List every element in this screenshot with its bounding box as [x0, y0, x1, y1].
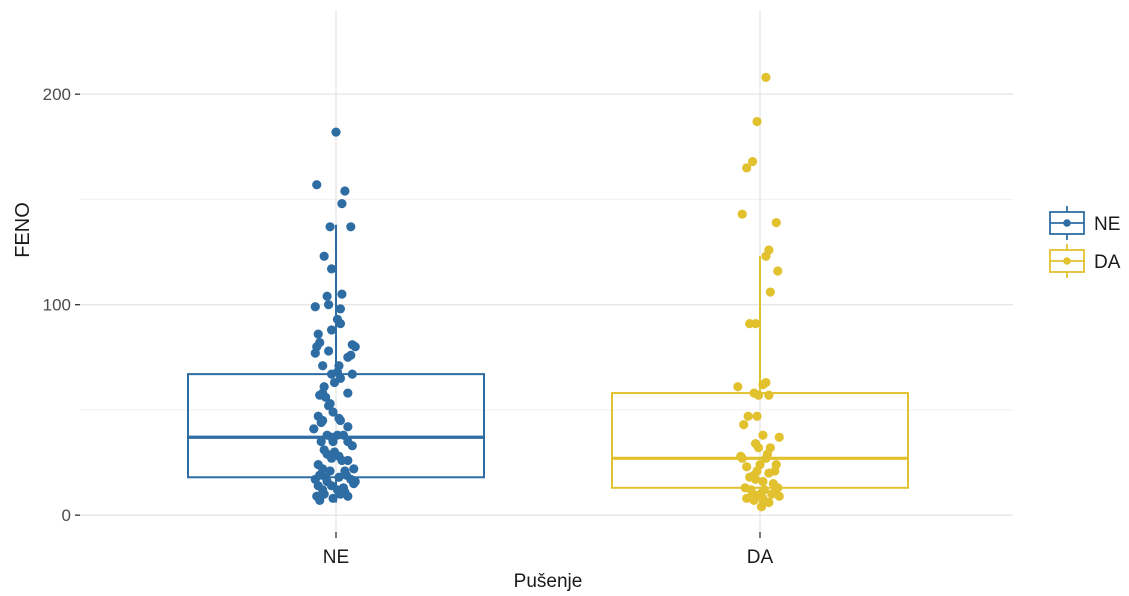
legend: NE DA — [1049, 206, 1121, 278]
data-point — [329, 377, 340, 388]
y-tick-label: 200 — [43, 85, 71, 104]
data-point — [324, 346, 334, 356]
boxplots — [187, 224, 909, 505]
data-point — [346, 350, 356, 360]
data-point — [750, 474, 761, 484]
data-point — [326, 369, 337, 379]
data-point — [758, 380, 768, 390]
data-point — [343, 422, 353, 432]
data-point — [761, 72, 771, 82]
data-point — [347, 441, 357, 451]
data-point — [310, 302, 320, 312]
data-point — [340, 186, 350, 196]
data-point — [764, 390, 774, 400]
data-point — [737, 453, 747, 463]
y-tick-label: 100 — [43, 296, 71, 315]
data-point — [334, 413, 344, 423]
data-point — [761, 251, 771, 261]
data-point — [313, 329, 323, 339]
data-point — [325, 222, 335, 232]
data-point — [742, 462, 752, 472]
data-point — [334, 472, 344, 482]
data-point — [309, 424, 319, 434]
data-point — [315, 495, 325, 506]
points-da — [733, 72, 784, 512]
data-point — [316, 417, 326, 428]
data-point — [765, 287, 775, 297]
data-point — [771, 217, 781, 228]
data-point — [319, 251, 329, 261]
data-point — [758, 430, 768, 440]
y-tick-label: 0 — [62, 506, 71, 525]
data-point — [326, 325, 337, 335]
data-point — [774, 491, 784, 501]
data-point — [328, 407, 338, 417]
points-ne — [309, 127, 360, 506]
data-point — [346, 222, 356, 232]
x-axis-title: Pušenje — [514, 571, 583, 592]
legend-item-ne: NE — [1049, 206, 1120, 240]
data-point — [350, 342, 360, 352]
data-point — [773, 266, 783, 276]
data-point — [322, 291, 332, 301]
legend-key-point — [1063, 219, 1071, 227]
grid-lines — [80, 10, 1013, 532]
data-point — [753, 443, 764, 453]
data-point — [770, 466, 780, 476]
x-tick-label: NE — [323, 547, 349, 568]
x-tick-label: DA — [747, 547, 774, 568]
data-point — [752, 411, 762, 421]
data-point — [343, 388, 353, 398]
data-point — [312, 180, 322, 190]
data-point — [767, 489, 777, 499]
data-point — [737, 209, 747, 219]
data-point — [337, 199, 347, 209]
data-point — [774, 432, 784, 442]
data-point — [752, 116, 762, 127]
data-point — [733, 382, 743, 392]
data-point — [343, 455, 353, 466]
data-point — [328, 436, 338, 447]
data-point — [335, 319, 346, 329]
data-point — [337, 289, 347, 299]
data-point — [761, 453, 771, 463]
legend-item-da: DA — [1049, 244, 1121, 278]
data-point — [324, 300, 334, 310]
data-point — [331, 127, 341, 137]
data-point — [318, 361, 328, 371]
data-point — [743, 411, 753, 421]
data-point — [742, 493, 752, 503]
data-point — [343, 491, 353, 501]
data-points — [309, 72, 784, 512]
data-point — [742, 163, 752, 173]
data-point — [316, 436, 326, 447]
data-point — [347, 369, 357, 379]
axes: 0 100 200 NE DA — [43, 85, 774, 568]
legend-key-point — [1063, 257, 1071, 265]
data-point — [756, 502, 767, 512]
data-point — [764, 497, 774, 508]
data-point — [758, 476, 768, 487]
data-point — [315, 390, 325, 400]
data-point — [328, 493, 338, 503]
data-point — [739, 420, 749, 430]
data-point — [349, 478, 359, 489]
y-axis-title: FENO — [12, 202, 34, 258]
data-point — [753, 390, 764, 400]
data-point — [750, 319, 761, 329]
data-point — [335, 304, 346, 314]
legend-label: DA — [1094, 252, 1121, 273]
data-point — [335, 489, 346, 499]
data-point — [326, 264, 337, 274]
data-point — [748, 156, 758, 167]
legend-label: NE — [1094, 214, 1120, 235]
data-point — [749, 495, 759, 506]
data-point — [349, 464, 359, 474]
data-point — [310, 348, 320, 358]
